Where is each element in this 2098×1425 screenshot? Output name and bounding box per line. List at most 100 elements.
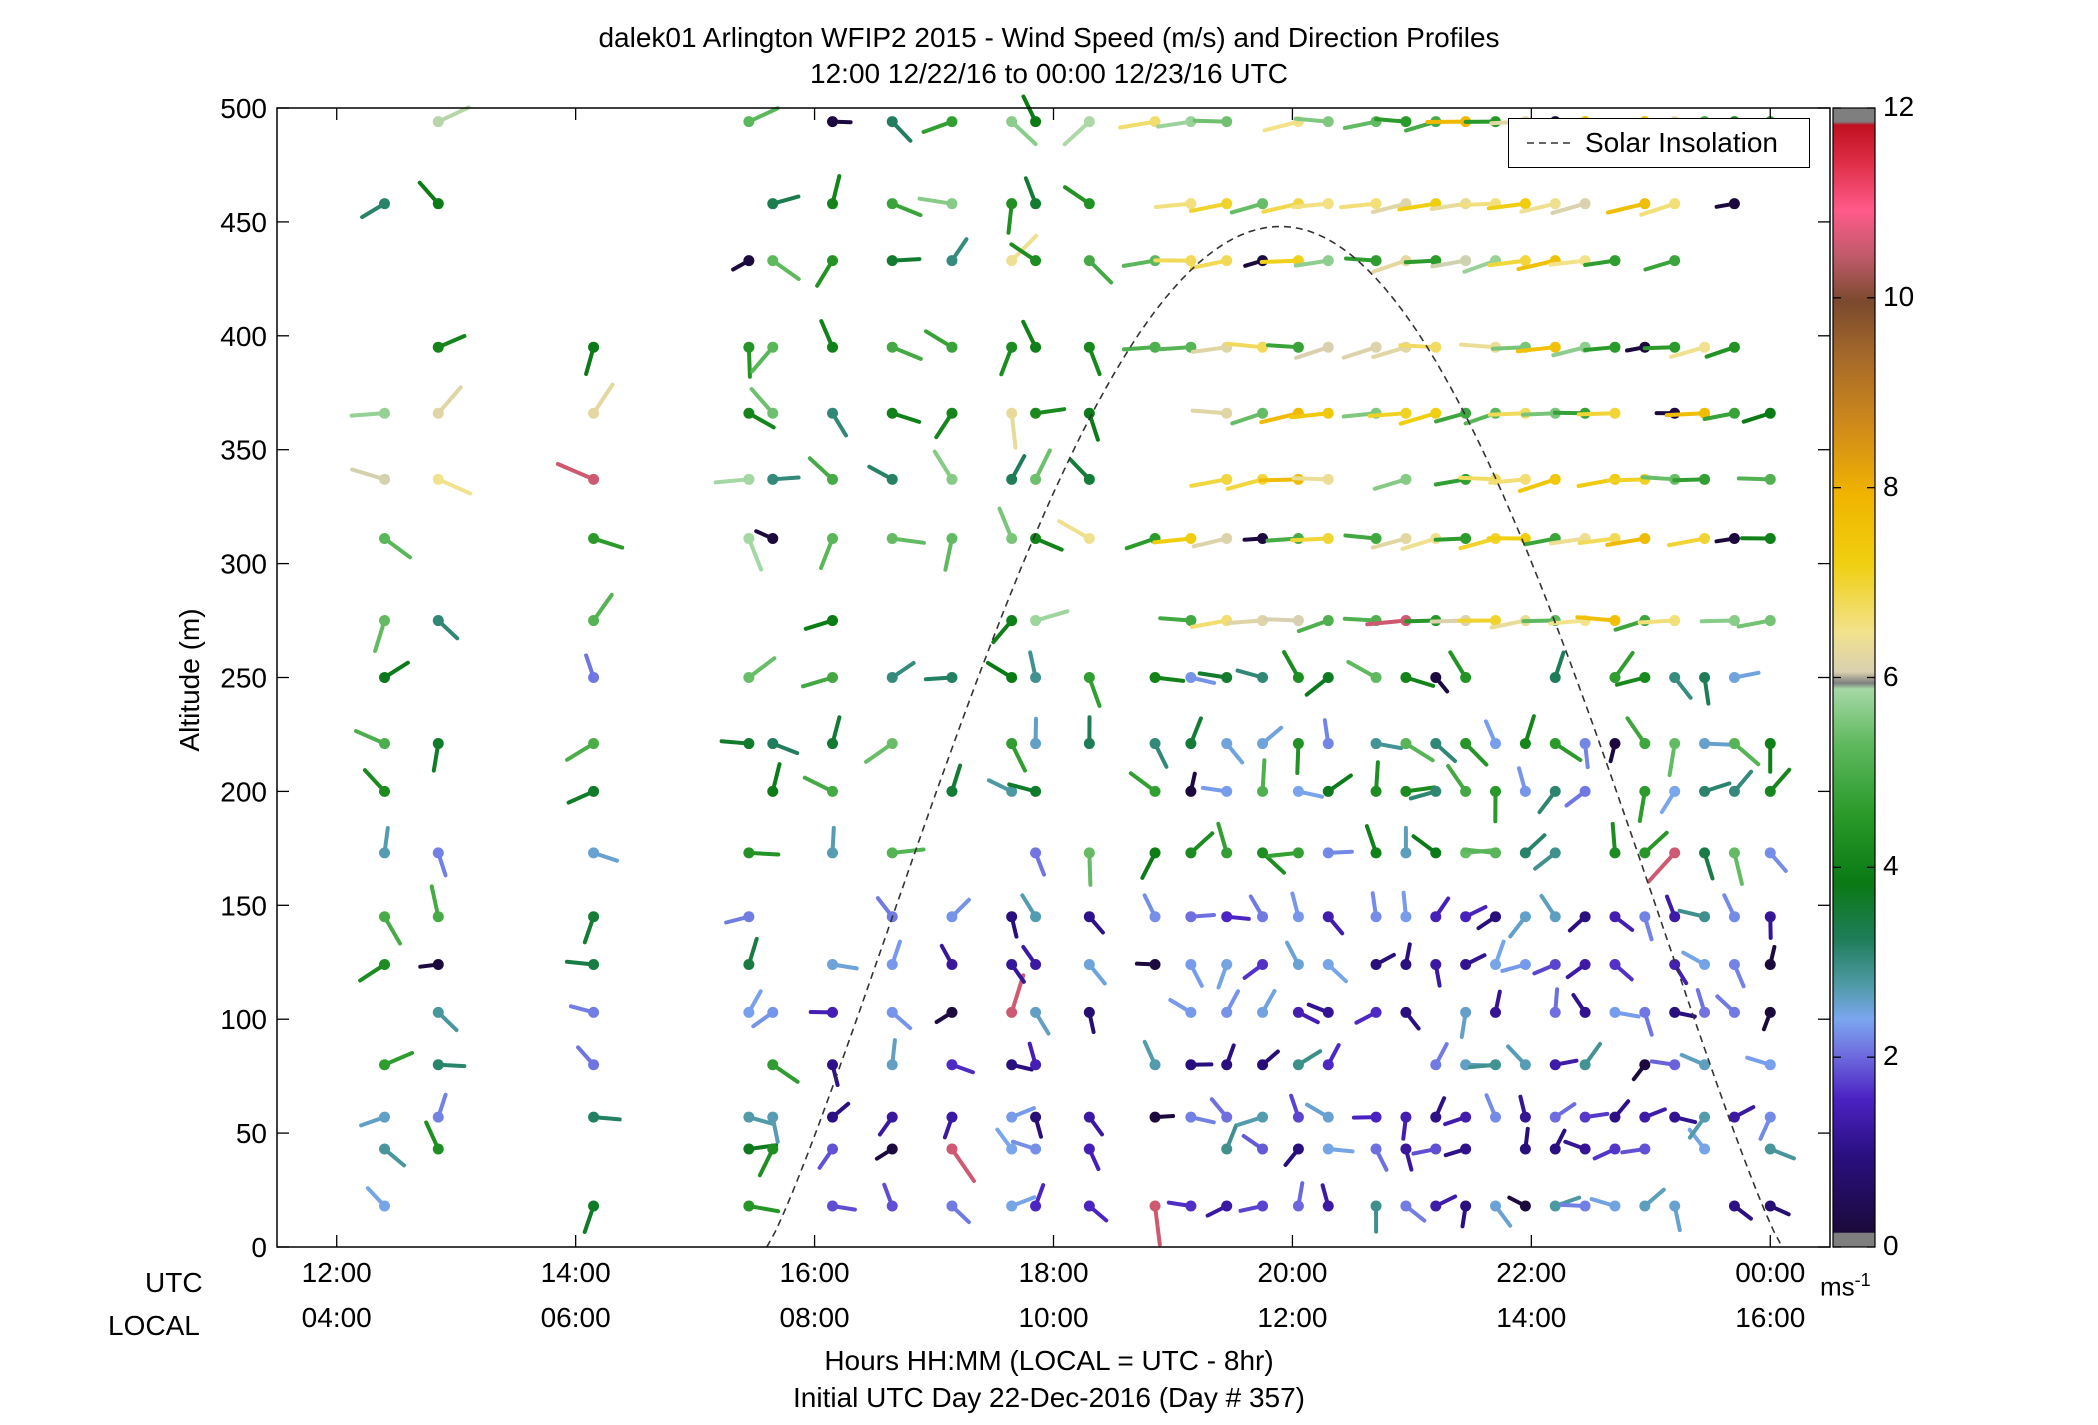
wind-barb-dot — [1292, 847, 1304, 859]
wind-barb — [1351, 1111, 1382, 1123]
wind-barb — [1400, 890, 1412, 923]
wind-barb — [1083, 1200, 1109, 1223]
wind-barb-dot — [1609, 672, 1621, 683]
wind-barb-dot — [1006, 1059, 1018, 1071]
wind-barb-shaft — [1262, 617, 1301, 623]
wind-barb — [365, 1186, 391, 1212]
wind-barb-dot — [743, 738, 755, 750]
wind-barb — [1322, 911, 1345, 936]
wind-barb-dot — [432, 911, 444, 923]
wind-barb — [1764, 1200, 1791, 1217]
wind-barb — [1518, 1094, 1531, 1123]
wind-barb-dot — [1519, 473, 1531, 485]
wind-barb — [1745, 1055, 1776, 1071]
wind-barb-dot — [1639, 847, 1651, 859]
wind-barb — [588, 592, 614, 627]
wind-barb — [802, 775, 838, 797]
wind-barb-dot — [743, 255, 755, 267]
wind-barb-dot — [1460, 785, 1472, 797]
wind-barb-shaft — [713, 477, 751, 485]
wind-barb-dot — [1322, 1111, 1334, 1123]
wind-barb — [826, 825, 838, 859]
wind-barb — [1400, 1006, 1421, 1031]
wind-barb-dot — [1149, 785, 1161, 797]
wind-barb-dot — [1549, 341, 1561, 353]
wind-barb — [886, 1038, 898, 1071]
wind-barb-shaft — [1189, 477, 1229, 488]
wind-barb — [743, 989, 763, 1018]
wind-barb — [432, 105, 471, 128]
wind-barb-dot — [1292, 1111, 1304, 1123]
wind-barb — [946, 897, 971, 923]
wind-barb-dot — [886, 959, 898, 971]
wind-barb — [1400, 738, 1435, 763]
wind-barb — [1430, 959, 1442, 988]
wind-barb-dot — [588, 533, 600, 545]
wind-barb — [1400, 942, 1412, 971]
wind-barb — [1006, 454, 1027, 485]
wind-barb-dot — [1257, 533, 1269, 545]
wind-barb — [819, 533, 838, 570]
wind-barb — [1006, 233, 1039, 267]
wind-barb-dot — [767, 341, 779, 353]
wind-barb-dot — [946, 1006, 958, 1018]
wind-barb — [1248, 894, 1269, 923]
legend-line-icon — [1527, 142, 1575, 144]
wind-barb-shaft — [1365, 618, 1408, 627]
wind-barb — [1370, 1143, 1389, 1172]
wind-barb-dot — [1728, 785, 1740, 797]
wind-barb — [1293, 255, 1334, 268]
wind-barb — [1659, 785, 1681, 814]
wind-barb-dot — [767, 785, 779, 797]
wind-barb-dot — [1030, 1200, 1042, 1212]
wind-barb-shaft — [1458, 475, 1498, 482]
colorbar-tick-label: 12 — [1883, 91, 1915, 122]
wind-barb — [1620, 1143, 1651, 1155]
wind-barb-dot — [1579, 911, 1591, 923]
wind-barb-dot — [1370, 959, 1382, 971]
wind-barb-dot — [946, 1143, 958, 1155]
wind-barb-dot — [946, 341, 958, 353]
x-tick-label-local: 10:00 — [1018, 1302, 1089, 1333]
wind-barb-dot — [1549, 959, 1561, 971]
wind-barb — [358, 959, 391, 983]
wind-barb-dot — [1519, 1059, 1531, 1071]
wind-barb — [1609, 959, 1634, 982]
wind-barb-dot — [1460, 911, 1472, 923]
wind-barb — [1266, 341, 1304, 353]
wind-barb-shaft — [1550, 201, 1588, 215]
wind-barb-dot — [1221, 738, 1233, 750]
wind-barb — [1728, 1200, 1753, 1221]
x-axis-sublabel: Initial UTC Day 22-Dec-2016 (Day # 357) — [793, 1382, 1305, 1413]
wind-barb-dot — [1639, 1111, 1651, 1123]
wind-barb-dot — [946, 1111, 958, 1123]
wind-barb — [1515, 341, 1561, 354]
wind-barb-dot — [1322, 341, 1334, 353]
wind-barb — [1642, 341, 1681, 353]
wind-barb — [1142, 1039, 1161, 1071]
wind-barb — [1430, 255, 1472, 269]
wind-barb-dot — [1185, 847, 1197, 859]
wind-barb — [1291, 473, 1334, 485]
wind-barb-dot — [946, 785, 958, 797]
wind-barb-dot — [1579, 738, 1591, 750]
wind-barb-dot — [1257, 959, 1269, 971]
wind-barb — [1490, 1200, 1513, 1228]
wind-barb — [1221, 1123, 1239, 1155]
wind-barb-dot — [1579, 198, 1591, 210]
wind-barb-dot — [1006, 341, 1018, 353]
wind-barb-shaft — [1548, 536, 1588, 546]
wind-barb-dot — [1185, 1111, 1197, 1123]
wind-barb-dot — [1006, 1111, 1018, 1123]
wind-barb — [1639, 1107, 1667, 1123]
wind-barb — [1257, 725, 1284, 750]
wind-barb — [1609, 1006, 1641, 1019]
wind-barb-dot — [1221, 911, 1233, 923]
wind-barb-shaft — [1575, 615, 1617, 623]
wind-barb-dot — [1322, 198, 1334, 210]
wind-barb-shaft — [1294, 345, 1331, 360]
wind-barb-dot — [588, 847, 600, 859]
wind-barb-dot — [1030, 911, 1042, 923]
wind-barb — [1006, 198, 1018, 235]
wind-barb-dot — [1400, 847, 1412, 859]
